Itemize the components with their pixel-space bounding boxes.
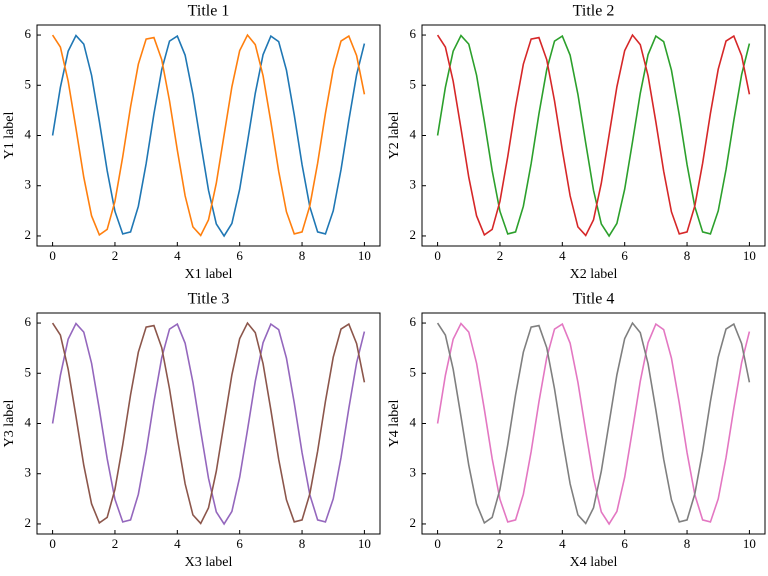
- x-tick-label: 8: [684, 536, 691, 551]
- y-tick-label: 2: [410, 227, 417, 242]
- x-tick-label: 8: [299, 248, 306, 263]
- y-tick-label: 5: [410, 76, 417, 91]
- x-axis-label: X2 label: [570, 267, 618, 282]
- x-tick-label: 6: [236, 536, 243, 551]
- x-tick-label: 8: [684, 248, 691, 263]
- chart-title: Title 1: [188, 3, 230, 20]
- line-series: [51, 34, 366, 238]
- axes-frame: [421, 312, 766, 535]
- y-tick-label: 6: [25, 314, 32, 329]
- y-tick-label: 4: [25, 126, 32, 141]
- x-tick-label: 8: [299, 536, 306, 551]
- x-tick-label: 0: [49, 536, 56, 551]
- line-series: [51, 33, 366, 237]
- x-tick-label: 2: [497, 536, 504, 551]
- y-tick-label: 2: [410, 515, 417, 530]
- x-tick-label: 4: [174, 248, 181, 263]
- x-tick-label: 10: [743, 536, 756, 551]
- y-axis-label: Y3 label: [2, 399, 17, 447]
- axes-frame: [421, 24, 766, 247]
- x-tick-label: 2: [112, 536, 119, 551]
- y-tick-label: 5: [25, 76, 32, 91]
- y-tick-label: 2: [25, 227, 32, 242]
- y-tick-label: 4: [25, 414, 32, 429]
- y-tick-label: 3: [25, 177, 32, 192]
- y-axis-label: Y1 label: [2, 111, 17, 159]
- axes-frame: [36, 24, 381, 247]
- chart-title: Title 4: [573, 291, 615, 308]
- x-tick-label: 10: [358, 536, 371, 551]
- x-tick-label: 6: [236, 248, 243, 263]
- y-tick-label: 2: [25, 515, 32, 530]
- x-tick-label: 2: [497, 248, 504, 263]
- y-tick-label: 3: [410, 177, 417, 192]
- line-series: [436, 33, 751, 237]
- line-series: [436, 34, 751, 238]
- line-series: [436, 321, 751, 525]
- x-tick-label: 4: [559, 536, 566, 551]
- x-axis-label: X3 label: [185, 555, 233, 570]
- x-axis-label: X1 label: [185, 267, 233, 282]
- y-tick-label: 6: [410, 314, 417, 329]
- x-tick-label: 6: [621, 536, 628, 551]
- y-axis-label: Y4 label: [387, 399, 402, 447]
- y-tick-label: 5: [25, 364, 32, 379]
- x-axis-label: X4 label: [570, 555, 618, 570]
- line-series: [51, 322, 366, 526]
- chart-title: Title 2: [573, 3, 615, 20]
- y-axis-label: Y2 label: [387, 111, 402, 159]
- x-tick-label: 0: [49, 248, 56, 263]
- y-tick-label: 4: [410, 126, 417, 141]
- chart-title: Title 3: [188, 291, 230, 308]
- line-series: [436, 322, 751, 526]
- y-tick-label: 6: [25, 26, 32, 41]
- y-tick-label: 6: [410, 26, 417, 41]
- x-tick-label: 10: [743, 248, 756, 263]
- y-tick-label: 4: [410, 414, 417, 429]
- y-tick-label: 5: [410, 364, 417, 379]
- x-tick-label: 6: [621, 248, 628, 263]
- y-tick-label: 3: [410, 465, 417, 480]
- x-tick-label: 2: [112, 248, 119, 263]
- line-series: [51, 321, 366, 525]
- axes-frame: [36, 312, 381, 535]
- x-tick-label: 0: [434, 536, 441, 551]
- x-tick-label: 10: [358, 248, 371, 263]
- x-tick-label: 0: [434, 248, 441, 263]
- x-tick-label: 4: [559, 248, 566, 263]
- y-tick-label: 3: [25, 465, 32, 480]
- x-tick-label: 4: [174, 536, 181, 551]
